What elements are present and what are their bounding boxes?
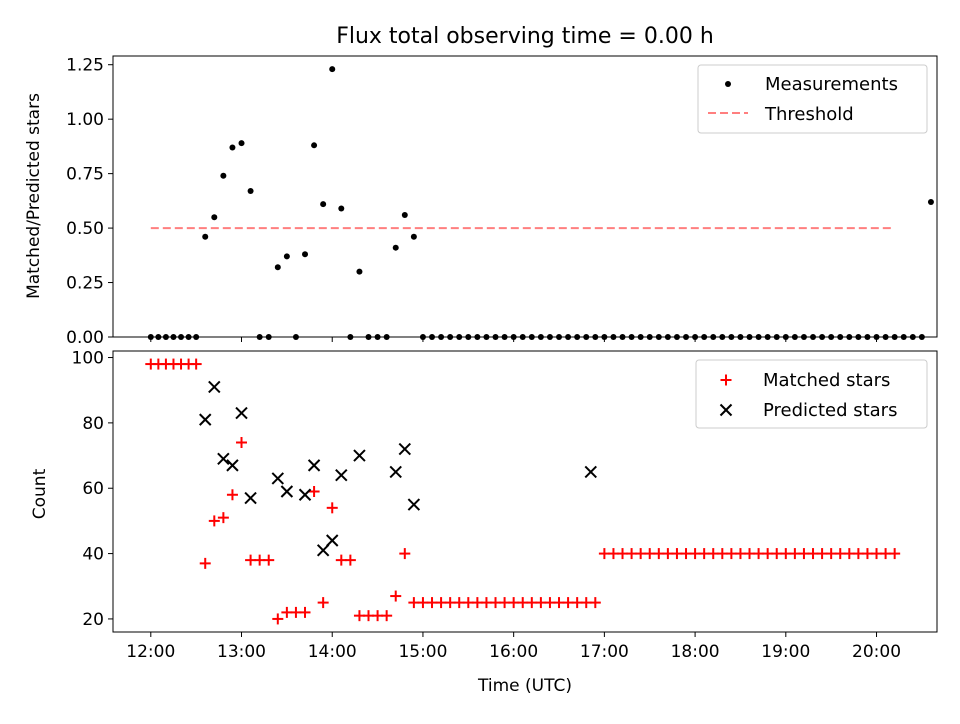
matched-star-point [317,597,329,609]
matched-star-point [263,554,275,566]
predicted-star-point [307,459,321,472]
matched-star-point [390,590,402,602]
measurement-point [927,198,934,205]
top-y-tick-label: 1.00 [66,110,104,130]
measurement-point [211,214,218,221]
bottom-y-tick-label: 40 [82,545,104,565]
matched-star-point [199,557,211,569]
matched-star-point [299,606,311,618]
legend-threshold-label: Threshold [764,104,854,125]
matched-star-point [889,548,901,560]
measurement-point [229,144,236,151]
bottom-x-tick-label: 13:00 [217,642,266,662]
measurement-point [302,251,309,258]
top-axes-frame [112,55,938,338]
bottom-legend: Matched stars Predicted stars [695,359,928,429]
bottom-x-tick-label: 17:00 [580,642,629,662]
bottom-x-tick-label: 19:00 [761,642,810,662]
matched-star-point [344,554,356,566]
top-plot-area: 0.00 0.25 0.50 0.75 1.00 1.25 Measurements Thre… [66,55,938,348]
predicted-star-point [326,534,339,547]
predicted-star-point [244,491,257,505]
bottom-y-tick-label: 20 [82,610,104,630]
measurement-point [329,66,336,73]
matched-star-point [236,436,248,448]
top-y-tick-label: 0.25 [66,274,104,294]
predicted-star-point [389,465,402,479]
bottom-x-tick-label: 16:00 [489,642,538,662]
top-y-tick-label: 0.50 [66,219,104,239]
top-legend-box [697,64,928,134]
bottom-x-tick-label: 15:00 [398,642,447,662]
bottom-legend-box [695,359,928,429]
predicted-star-point [398,442,412,456]
bottom-plot-area: 20 40 60 80 100 12:00 13:00 14:00 15:00 16:00 17:0… [72,349,938,662]
legend-measurements-label: Measurements [765,74,898,95]
matched-star-point [217,512,229,524]
bottom-y-tick-label: 80 [82,414,104,434]
top-y-tick-label: 0.00 [66,328,104,348]
predicted-star-point [316,544,330,557]
matched-star-point [226,489,238,501]
measurement-point [247,188,254,195]
bottom-series-layer [145,358,901,625]
matched-star-point [190,358,202,370]
bottom-x-tick-label: 14:00 [308,642,357,662]
predicted-star-point [271,472,285,485]
bottom-axes-frame [112,350,938,633]
legend-measurements-marker [725,81,731,87]
predicted-star-point [353,449,366,462]
bottom-x-tick-label: 18:00 [671,642,720,662]
bottom-y-axis-label: Count [30,468,50,519]
matched-star-point [208,515,220,527]
bottom-y-tick-label: 60 [82,479,104,499]
legend-predicted-marker [719,403,733,417]
measurement-point [274,264,281,271]
predicted-star-point [235,406,248,420]
chart-title: Flux total observing time = 0.00 h [336,24,714,49]
predicted-star-point [208,380,221,394]
matched-star-point [399,548,411,560]
top-y-tick-label: 1.25 [66,56,104,76]
measurement-point [238,140,245,147]
predicted-star-point [298,488,312,501]
top-legend: Measurements Threshold [697,64,928,134]
measurement-point [311,142,318,149]
bottom-x-tick-label: 20:00 [852,642,901,662]
measurement-point [283,253,290,260]
measurement-point [202,233,209,240]
legend-predicted-label: Predicted stars [763,400,897,421]
predicted-star-point [217,452,230,466]
predicted-star-point [584,465,597,479]
predicted-star-point [199,413,212,426]
x-axis-label: Time (UTC) [477,676,572,696]
measurement-point [401,212,408,219]
predicted-star-point [226,459,239,472]
legend-matched-marker [720,374,732,386]
predicted-star-point [280,485,294,498]
measurement-point [320,201,327,208]
matched-star-point [589,597,601,609]
measurement-point [410,233,417,240]
bottom-x-tick-label: 12:00 [126,642,175,662]
measurement-point [356,268,363,275]
measurement-point [220,172,227,179]
top-y-axis-label: Matched/Predicted stars [24,93,44,299]
measurement-point [392,244,399,251]
legend-matched-label: Matched stars [763,370,890,391]
measurement-point [338,205,345,212]
matched-star-point [308,486,320,497]
matched-star-point [326,502,338,514]
matched-star-point [381,610,393,622]
predicted-star-point [407,498,421,511]
bottom-y-tick-label: 100 [72,349,104,369]
predicted-star-point [335,468,348,482]
top-y-tick-label: 0.75 [66,165,104,185]
matched-star-point [272,613,284,625]
